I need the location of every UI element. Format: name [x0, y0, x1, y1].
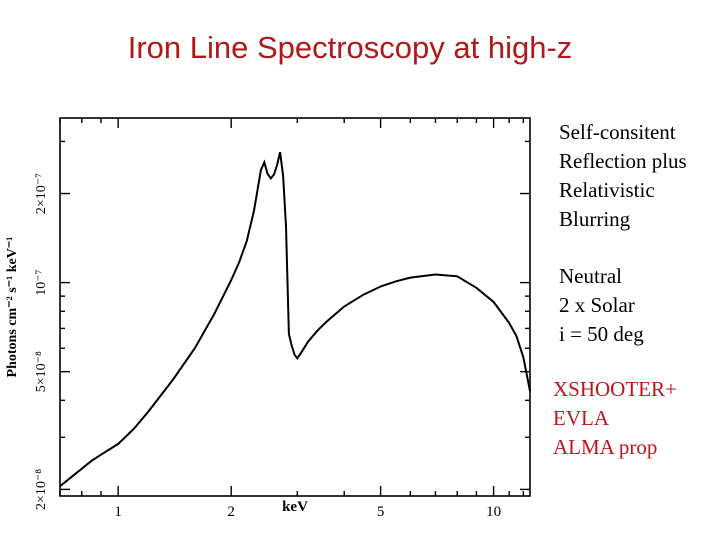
model-note-line: Blurring [559, 207, 631, 231]
params-note: Neutral 2 x Solar i = 50 deg [559, 262, 644, 349]
slide-title: Iron Line Spectroscopy at high-z [127, 30, 573, 65]
proposals-note: XSHOOTER+ EVLA ALMA prop [553, 375, 677, 462]
x-tick-label: 1 [114, 504, 122, 520]
model-note-line: Relativistic [559, 178, 655, 202]
model-note: Self-consitent Reflection plus Relativis… [559, 118, 687, 234]
x-tick-label: 10 [486, 504, 501, 520]
x-tick-label: 5 [377, 504, 385, 520]
spectrum-line [59, 151, 531, 487]
y-tick-label: 10⁻⁷ [34, 269, 49, 295]
y-tick-label: 2×10⁻⁷ [34, 173, 49, 214]
proposals-note-line: XSHOOTER+ [553, 377, 677, 401]
x-tick-label: 2 [227, 504, 235, 520]
model-note-line: Self-consitent [559, 120, 676, 144]
params-note-line: 2 x Solar [559, 293, 635, 317]
params-note-line: i = 50 deg [559, 322, 644, 346]
x-axis-label: keV [282, 499, 308, 515]
y-tick-label: 2×10⁻⁸ [34, 469, 49, 510]
proposals-note-line: EVLA [553, 406, 609, 430]
y-tick-label: 5×10⁻⁸ [34, 351, 49, 392]
y-axis-label: Photons cm⁻² s⁻¹ keV⁻¹ [5, 237, 20, 378]
params-note-line: Neutral [559, 264, 622, 288]
model-note-line: Reflection plus [559, 149, 687, 173]
plot-frame [59, 117, 531, 497]
proposals-note-line: ALMA prop [553, 435, 658, 459]
